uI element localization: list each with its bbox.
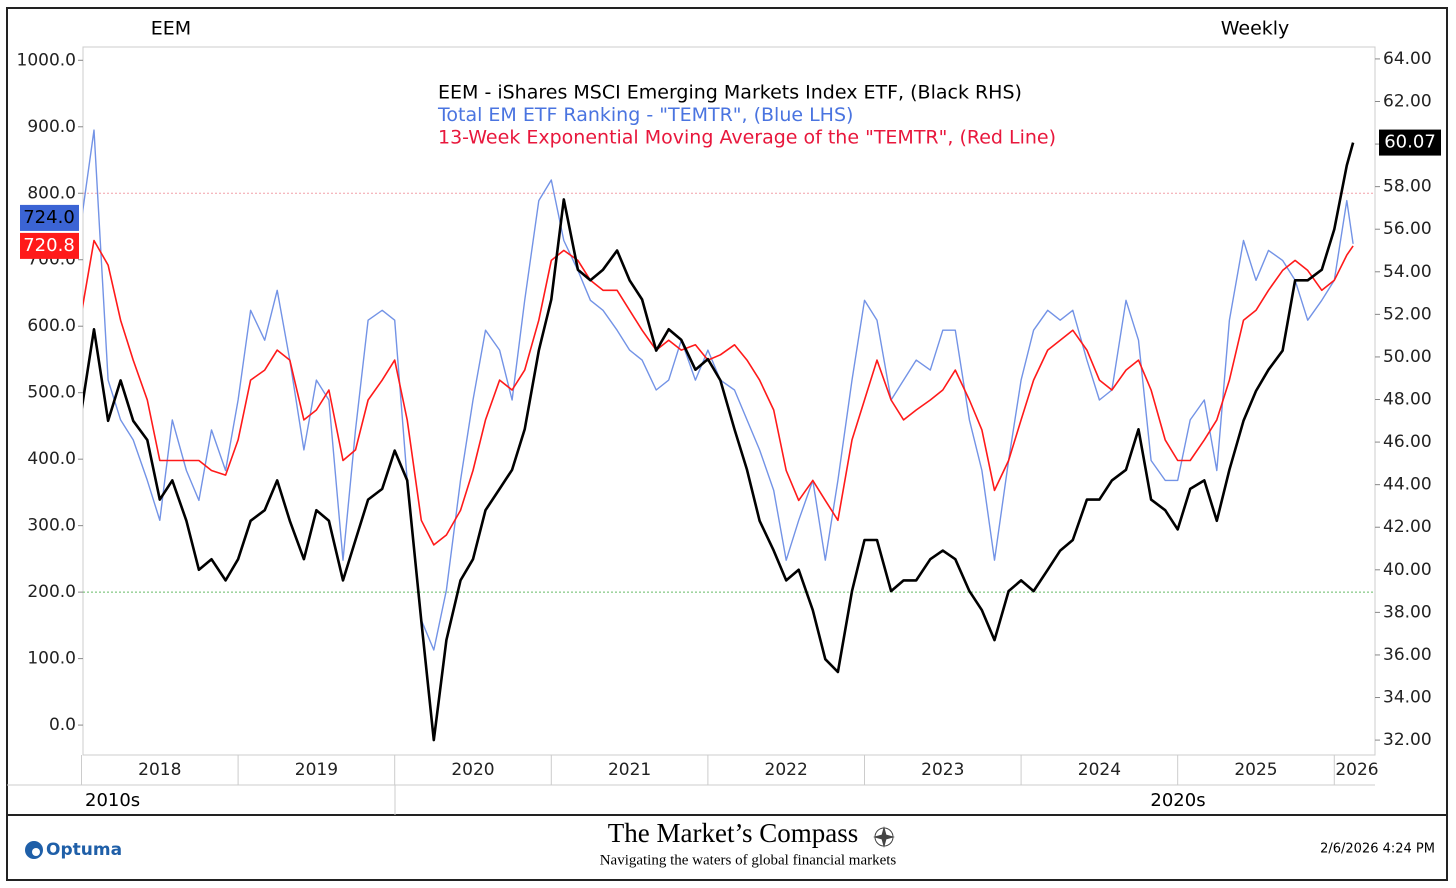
y-tick-label: 1000.0 (17, 50, 76, 70)
series-line (83, 239, 1354, 546)
y2-tick-label: 56.00 (1383, 219, 1432, 239)
y2-tick-label: 54.00 (1383, 262, 1432, 282)
last-value-box (1379, 129, 1441, 156)
x-tick-label: 2026 (1335, 760, 1378, 780)
brand-logo: Optuma (25, 840, 122, 860)
y-tick-label: 300.0 (27, 516, 76, 536)
series-line (83, 142, 1355, 742)
y2-tick-label: 52.00 (1383, 304, 1432, 324)
y2-tick-label: 44.00 (1383, 475, 1432, 495)
footer-subtitle: Navigating the waters of global financia… (600, 852, 897, 868)
y-tick-label: 400.0 (27, 449, 76, 469)
y-tick-label: 500.0 (27, 383, 76, 403)
legend-entry: Total EM ETF Ranking - "TEMTR", (Blue LH… (437, 104, 853, 126)
x-tick-label: 2018 (138, 760, 181, 780)
last-value-label: 720.8 (23, 235, 75, 256)
frame (6, 7, 1448, 881)
y2-tick-label: 36.00 (1383, 645, 1432, 665)
last-value-box (20, 232, 79, 259)
y-tick-label: 100.0 (27, 649, 76, 669)
brand: Optuma (46, 840, 122, 860)
y-tick-label: 600.0 (27, 316, 76, 336)
y2-tick-label: 62.00 (1383, 91, 1432, 111)
y2-tick-label: 48.00 (1383, 390, 1432, 410)
y2-tick-label: 32.00 (1383, 730, 1432, 750)
y2-tick-label: 38.00 (1383, 602, 1432, 622)
legend-entry: EEM - iShares MSCI Emerging Markets Inde… (438, 82, 1022, 104)
x-tick-label: 2021 (608, 760, 651, 780)
y-tick-label: 0.0 (49, 715, 76, 735)
y2-tick-label: 34.00 (1383, 688, 1432, 708)
x-tick-label: 2022 (765, 760, 808, 780)
y2-tick-label: 50.00 (1383, 347, 1432, 367)
last-value-label: 724.0 (23, 207, 75, 228)
timestamp: 2/6/2026 4:24 PM (1320, 842, 1435, 857)
y-tick-label: 200.0 (27, 582, 76, 602)
legend-entry: 13-Week Exponential Moving Average of th… (438, 127, 1056, 149)
header-right: Weekly (1221, 18, 1290, 40)
x-tick-label: 2024 (1078, 760, 1121, 780)
y-tick-label: 800.0 (27, 183, 76, 203)
y2-tick-label: 42.00 (1383, 517, 1432, 537)
y2-tick-label: 46.00 (1383, 432, 1432, 452)
x-tick-label: 2020 (451, 760, 494, 780)
y2-tick-label: 58.00 (1383, 177, 1432, 197)
last-value-box (20, 204, 79, 231)
last-value-label: 60.07 (1384, 132, 1436, 153)
header-left: EEM (151, 18, 191, 40)
decade-label: 2010s (85, 790, 140, 811)
compass-icon (873, 826, 895, 848)
y2-tick-label: 64.00 (1383, 49, 1432, 69)
y2-tick-label: 40.00 (1383, 560, 1432, 580)
x-tick-label: 2023 (921, 760, 964, 780)
x-tick-label: 2025 (1234, 760, 1277, 780)
x-tick-label: 2019 (295, 760, 338, 780)
y-tick-label: 900.0 (27, 117, 76, 137)
decade-label: 2020s (1150, 790, 1205, 811)
footer-title: The Market’s Compass (608, 818, 858, 848)
